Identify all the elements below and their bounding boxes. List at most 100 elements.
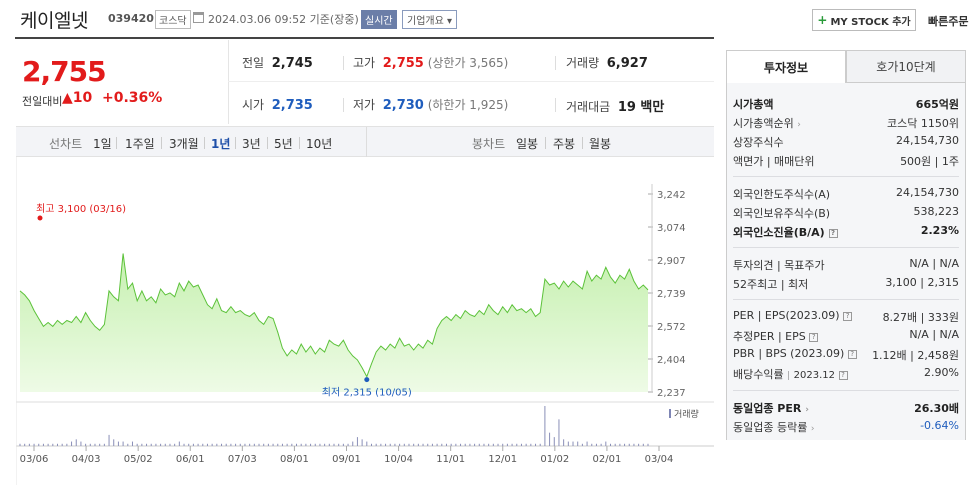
volume-bar	[253, 443, 255, 446]
high-marker	[37, 215, 43, 221]
tab-order-book[interactable]: 호가10단계	[846, 50, 966, 83]
volume-bar	[56, 443, 58, 446]
est-per-row: 추정PER | EPS ? N/A | N/A	[733, 328, 959, 343]
prev-label: 전일	[242, 56, 265, 70]
volume-bar	[94, 443, 96, 446]
volume-bar	[356, 437, 358, 446]
quote-high: 고가 2,755 (상한가 3,565)	[353, 54, 508, 71]
quote-volume: 거래량 6,927	[566, 54, 648, 71]
info-icon: ?	[843, 311, 853, 321]
info-icon: ?	[828, 228, 838, 238]
volume-bar	[478, 443, 480, 446]
sector-per-row[interactable]: 동일업종 PER › 26.30배	[733, 402, 959, 415]
volume-bar	[577, 441, 579, 446]
quote-prev: 전일 2,745	[242, 54, 313, 71]
invest-info-panel	[726, 83, 966, 440]
volume-bar	[85, 443, 87, 446]
volume-label: 거래량	[674, 408, 699, 420]
volume-bar	[188, 443, 190, 446]
volume-bar	[131, 441, 133, 446]
x-tick-label: 03/04	[645, 454, 674, 465]
volume-bar	[328, 443, 330, 446]
period-1w[interactable]: 1주일	[125, 137, 155, 151]
volume-bar	[281, 443, 283, 446]
x-tick-label: 08/01	[280, 454, 309, 465]
volume-bar	[375, 443, 377, 446]
y-tick-label: 2,739	[657, 289, 686, 300]
volume-bar	[249, 443, 251, 446]
quick-order-link[interactable]: 빠른주문	[928, 15, 969, 28]
realtime-button[interactable]: 실시간	[361, 10, 397, 29]
volume-bar	[183, 443, 185, 446]
volume-bar	[61, 443, 63, 446]
candle-monthly[interactable]: 월봉	[589, 137, 612, 151]
volume-bar	[427, 443, 429, 446]
volume-bar	[403, 443, 405, 446]
quote-row-divider	[228, 81, 714, 82]
volume-bar	[277, 443, 279, 446]
per-row: PER | EPS(2023.09) ? 8.27배 | 333원	[733, 309, 959, 324]
period-3y[interactable]: 3년	[242, 137, 261, 151]
stock-code: 039420	[108, 12, 154, 25]
volume-bar	[192, 443, 194, 446]
volume-bar	[235, 443, 237, 446]
volume-bar	[300, 443, 302, 446]
sector-change-row[interactable]: 동일업종 등락률 › -0.64%	[733, 419, 959, 434]
volume-bar	[530, 443, 532, 446]
open-label: 시가	[242, 98, 265, 112]
tab-invest-info[interactable]: 투자정보	[726, 50, 846, 83]
high-annotation: 최고 3,100 (03/16)	[36, 203, 126, 215]
volume-bar	[516, 443, 518, 446]
period-5y[interactable]: 5년	[274, 137, 293, 151]
chevron-right-icon: ›	[797, 120, 801, 130]
candle-weekly[interactable]: 주봉	[553, 137, 576, 151]
volume-bar	[642, 443, 644, 446]
volume-bar	[33, 443, 35, 446]
volume-bar	[474, 443, 476, 446]
volume-bar	[141, 443, 143, 446]
volume-bar	[502, 443, 504, 446]
volume-bar	[169, 443, 171, 446]
high-label: 고가	[353, 56, 376, 70]
corp-info-dropdown[interactable]: 기업개요 ▾	[402, 10, 457, 29]
volume-bar	[99, 443, 101, 446]
volume-bar	[71, 441, 73, 446]
volume-bar	[431, 443, 433, 446]
add-mystock-button[interactable]: + MY STOCK 추가	[812, 9, 916, 31]
period-10y[interactable]: 10년	[306, 137, 333, 151]
period-1y[interactable]: 1년	[211, 137, 231, 151]
volume-bar	[338, 443, 340, 446]
volume-bar	[422, 443, 424, 446]
volume-bar	[361, 439, 363, 446]
foreign-ratio-row: 외국인소진율(B/A) ? 2.23%	[733, 224, 959, 239]
x-tick-label: 11/01	[436, 454, 465, 465]
volume-bar	[558, 419, 560, 446]
volume-bar	[150, 443, 152, 446]
low-marker	[364, 377, 370, 383]
volume-bar	[572, 441, 574, 446]
period-1d[interactable]: 1일	[93, 137, 112, 151]
period-3m[interactable]: 3개월	[169, 137, 199, 151]
volume-bar	[305, 443, 307, 446]
candle-daily[interactable]: 일봉	[516, 137, 539, 151]
y-tick-label: 3,242	[657, 190, 686, 201]
line-chart-label: 선차트	[49, 137, 83, 151]
volume-bar	[80, 441, 82, 446]
panel-divider	[733, 247, 959, 248]
panel-divider	[733, 390, 959, 391]
volume-bar	[389, 443, 391, 446]
volume-bar	[230, 443, 232, 446]
volume-bar	[535, 443, 537, 446]
volume-bar	[225, 443, 227, 446]
volume-bar	[244, 443, 246, 446]
volume-bar	[38, 443, 40, 446]
price-divider	[228, 40, 229, 124]
mcap-rank-row[interactable]: 시가총액순위 › 코스닥 1150위	[733, 117, 959, 130]
w52-row: 52주최고 | 최저 3,100 | 2,315	[733, 276, 959, 291]
volume-bar	[319, 443, 321, 446]
volume-bar	[549, 432, 551, 446]
x-tick-label: 04/03	[72, 454, 101, 465]
volume-value: 6,927	[606, 56, 648, 71]
volume-bar	[408, 443, 410, 446]
volume-bar	[610, 443, 612, 446]
